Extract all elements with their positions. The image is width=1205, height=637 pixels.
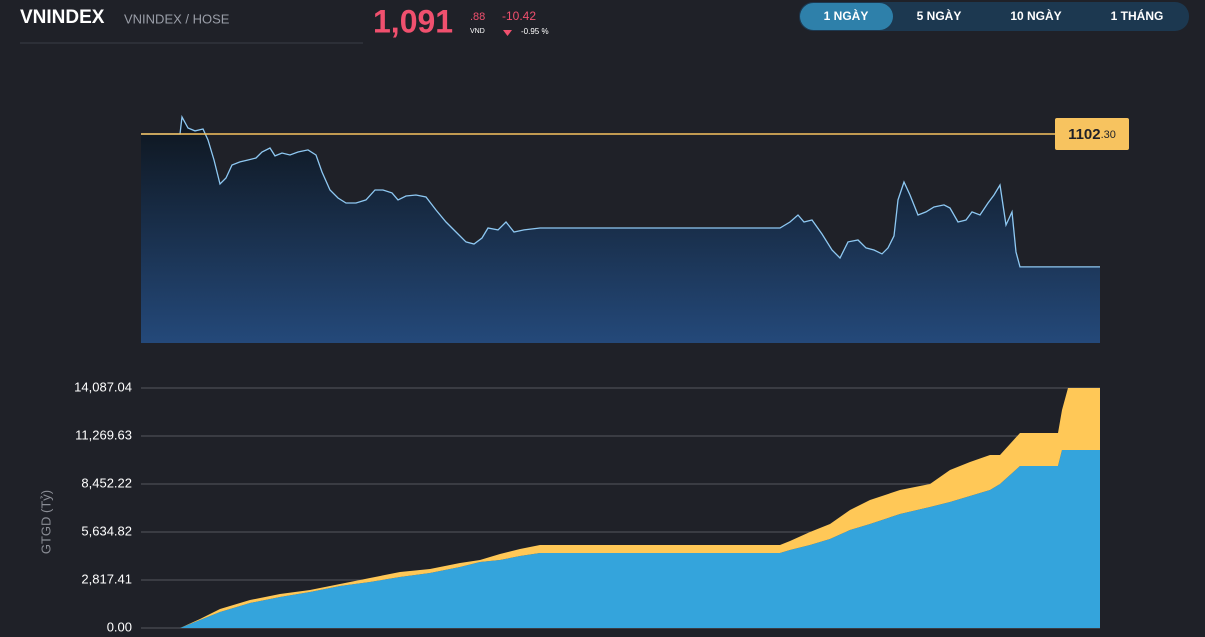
- tab[interactable]: 5 NGÀY: [917, 8, 962, 23]
- price: 1,091: [373, 3, 453, 39]
- change: -10.42: [502, 9, 536, 23]
- y-tick-label: 5,634.82: [81, 523, 132, 538]
- reference-label: 1102.30: [1068, 126, 1116, 143]
- exchange: VNINDEX / HOSE: [124, 11, 230, 26]
- tab-bar: [799, 2, 1189, 31]
- reference-decimal: .30: [1101, 129, 1116, 141]
- currency: VND: [470, 28, 485, 35]
- reference-label-box: [1055, 117, 1129, 150]
- tab[interactable]: 1 NGÀY: [824, 8, 869, 23]
- y-tick-label: 0.00: [107, 619, 132, 634]
- price-line: [141, 114, 1100, 268]
- reference-value: 1102: [1068, 126, 1101, 143]
- y-axis-label: GTGD (Tỷ): [38, 490, 53, 554]
- area: [141, 450, 1100, 628]
- tab[interactable]: 10 NGÀY: [1010, 8, 1061, 23]
- down-arrow: [503, 30, 512, 36]
- price-area: [141, 117, 1100, 343]
- price-decimal: .88: [470, 11, 485, 23]
- tab[interactable]: 1 THÁNG: [1111, 8, 1164, 23]
- y-tick-label: 14,087.04: [74, 379, 132, 394]
- y-tick-label: 2,817.41: [81, 571, 132, 586]
- ticker: VNINDEX: [20, 7, 105, 28]
- y-tick-label: 8,452.22: [81, 475, 132, 490]
- change-pct: -0.95 %: [521, 27, 549, 36]
- tab-active[interactable]: [800, 3, 893, 30]
- y-tick-label: 11,269.63: [75, 427, 132, 442]
- area: [141, 388, 1100, 628]
